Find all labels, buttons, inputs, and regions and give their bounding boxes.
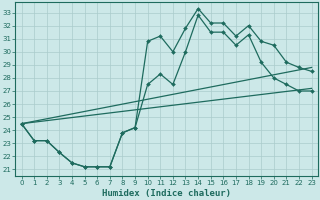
X-axis label: Humidex (Indice chaleur): Humidex (Indice chaleur) <box>102 189 231 198</box>
